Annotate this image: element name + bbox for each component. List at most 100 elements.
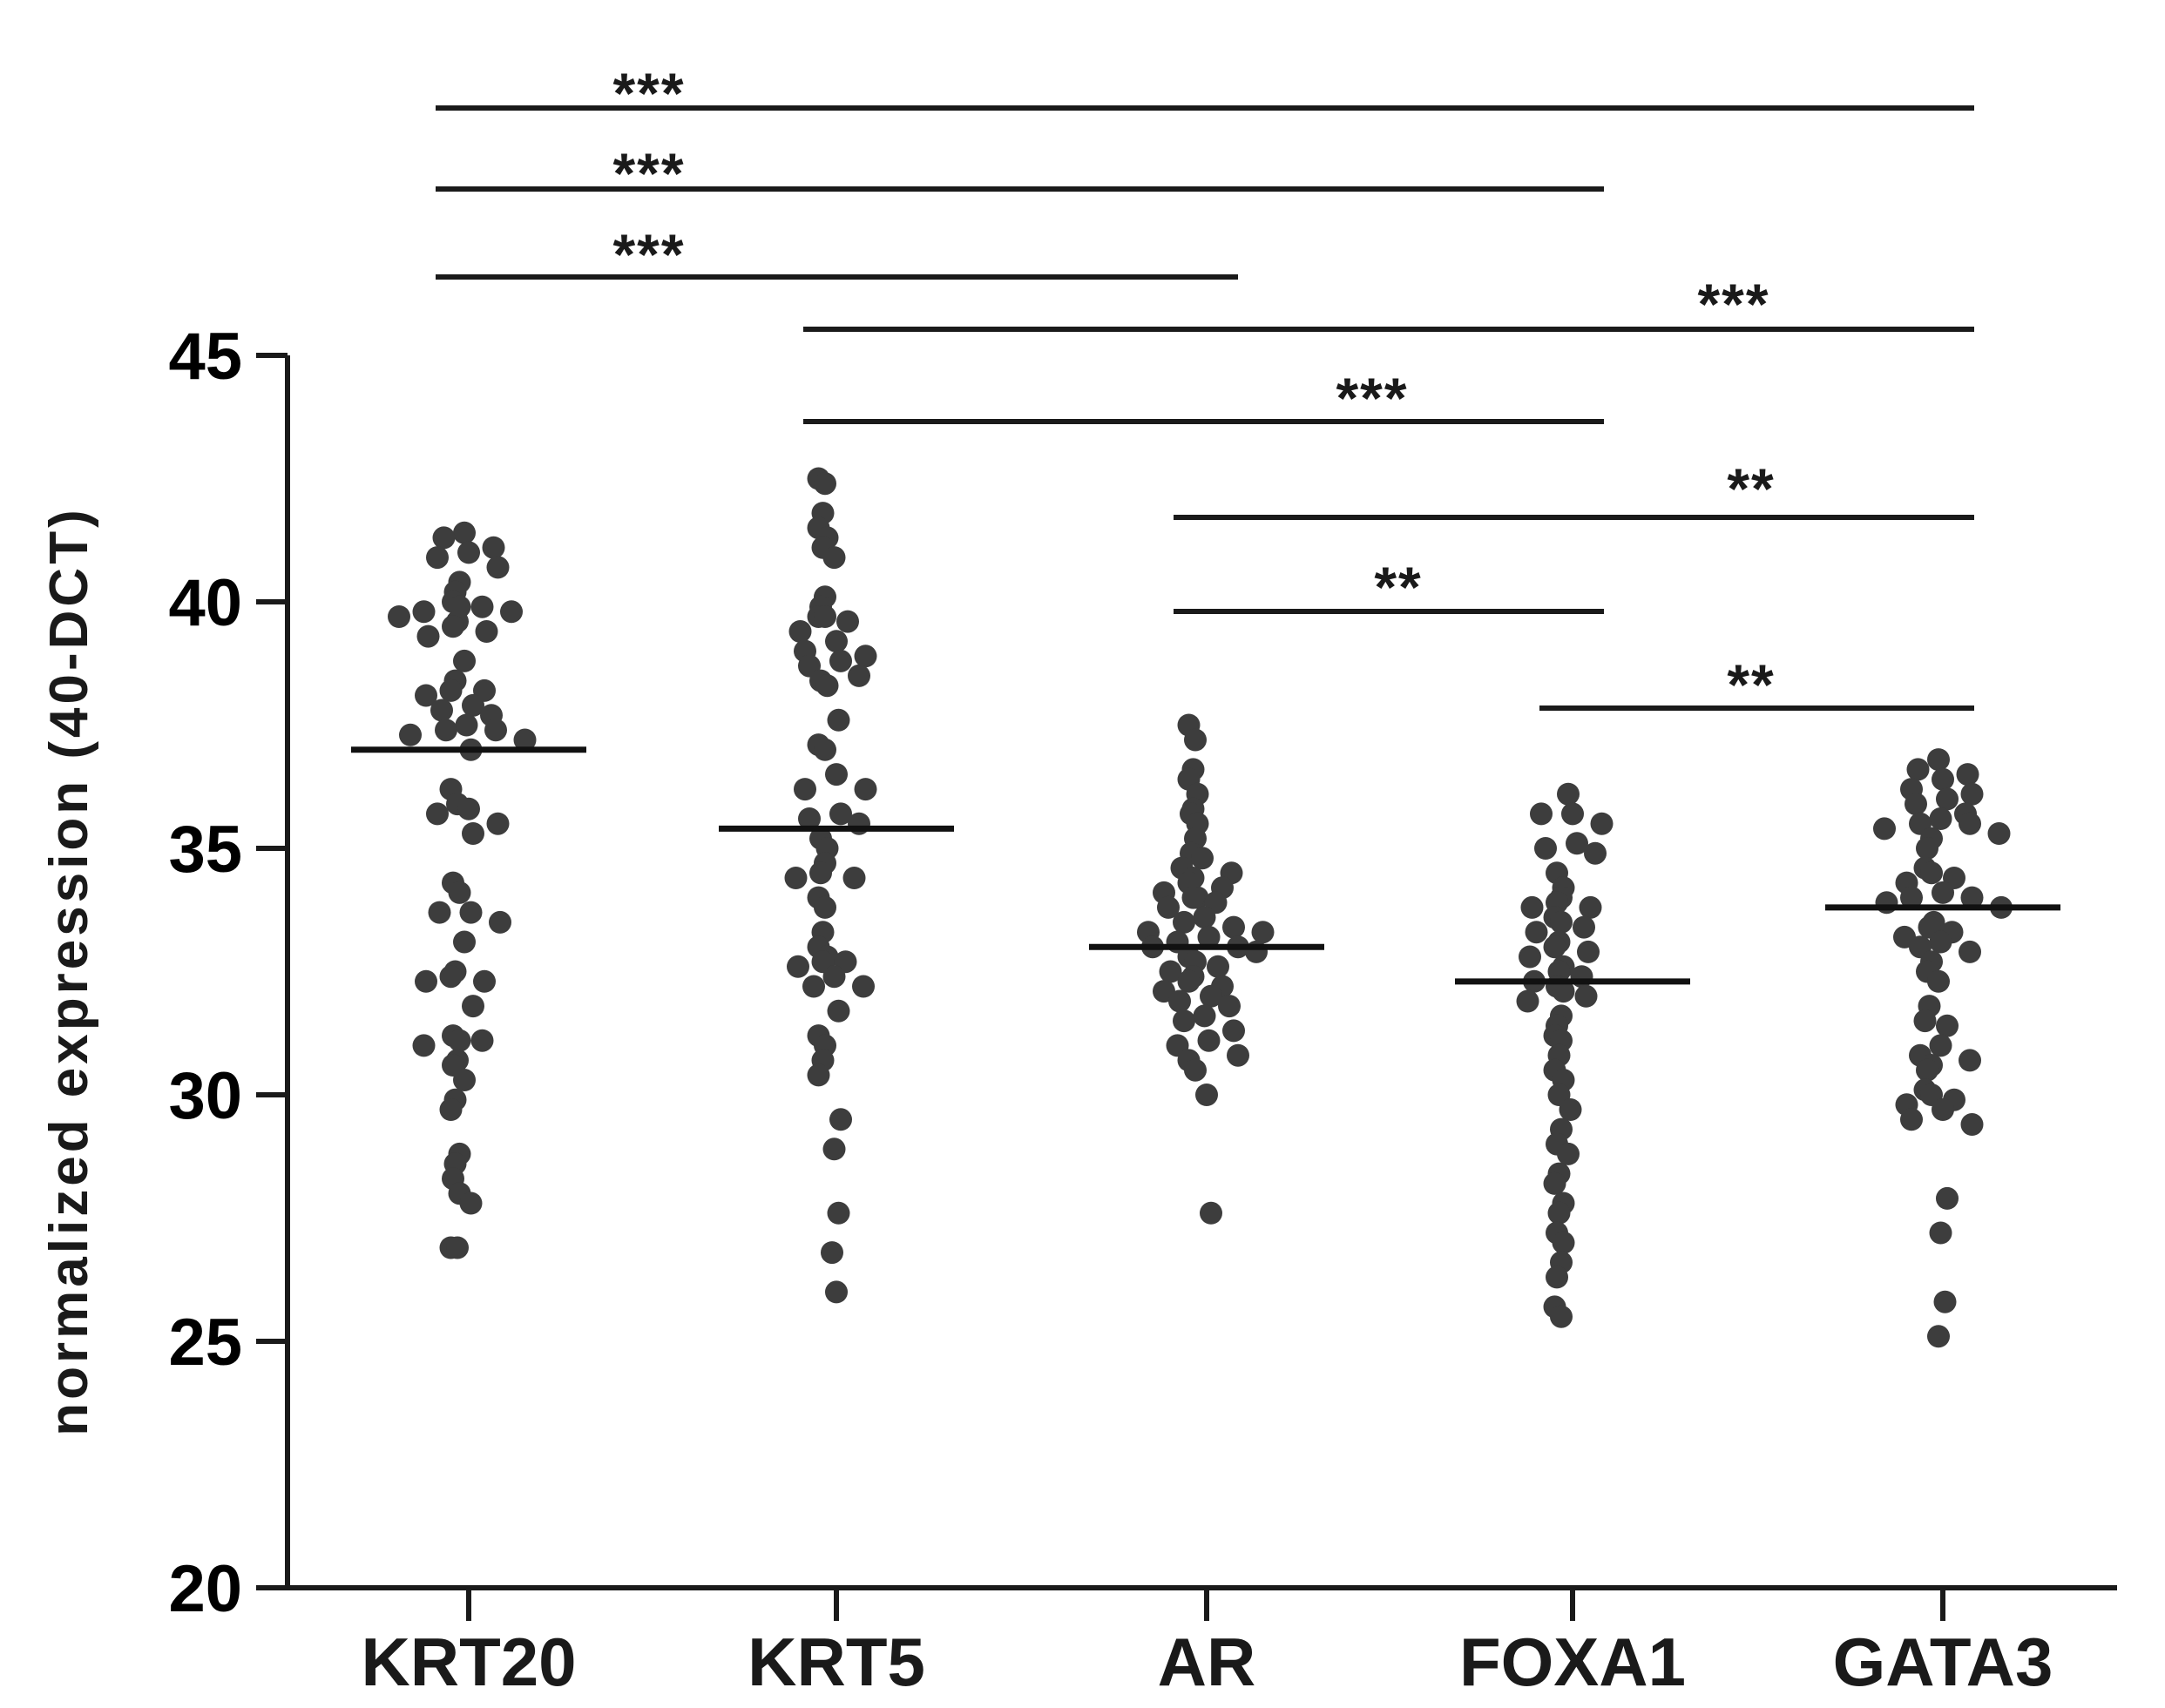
data-point [1159, 960, 1182, 983]
y-tick-label: 45 [168, 320, 242, 394]
data-point [1913, 1009, 1937, 1033]
data-point [462, 693, 484, 717]
data-point [814, 605, 836, 628]
data-point [1929, 1221, 1952, 1245]
data-point [1936, 787, 1959, 811]
data-point [399, 723, 422, 746]
data-point [453, 1069, 476, 1091]
data-point [1929, 1034, 1952, 1057]
data-point [1927, 748, 1950, 772]
data-point [1900, 886, 1923, 909]
data-point [1251, 921, 1275, 944]
data-point [1559, 1098, 1582, 1121]
data-point [1547, 1201, 1571, 1225]
data-point [1525, 921, 1548, 944]
y-tick-label: 20 [168, 1552, 242, 1626]
data-point [822, 1138, 846, 1161]
data-point [1936, 1186, 1959, 1210]
data-point [439, 678, 463, 702]
data-point [827, 708, 850, 732]
y-tick-label: 40 [168, 566, 242, 640]
data-point [415, 684, 437, 707]
data-point [1222, 915, 1245, 939]
data-point [1929, 807, 1952, 830]
significance-label: ** [1727, 652, 1775, 717]
data-point [827, 1201, 850, 1225]
data-points [388, 467, 2013, 1348]
data-point [1168, 989, 1191, 1013]
data-point [1543, 935, 1566, 959]
data-point [459, 1192, 483, 1215]
data-point [1960, 782, 1984, 806]
data-point [1184, 728, 1207, 752]
data-point [798, 807, 821, 830]
data-point [432, 526, 456, 550]
data-point [513, 728, 537, 752]
data-point [1193, 1004, 1216, 1028]
axes [285, 355, 2117, 1590]
median-lines [351, 746, 2060, 985]
y-tick-label: 30 [168, 1059, 242, 1133]
data-point [1520, 895, 1544, 919]
data-point [457, 797, 480, 820]
data-point [453, 930, 476, 954]
data-point [814, 895, 836, 919]
data-point [807, 1063, 830, 1087]
data-point [473, 969, 496, 993]
data-point [1960, 1113, 1984, 1136]
data-point [1561, 802, 1584, 826]
data-point [829, 802, 852, 826]
data-point [1197, 925, 1221, 949]
significance-label: ** [1727, 456, 1775, 521]
data-point [794, 778, 816, 801]
data-point [430, 699, 453, 722]
significance-label: *** [1336, 366, 1408, 430]
significance-label: ** [1374, 555, 1422, 619]
data-point [412, 1034, 436, 1057]
data-point [815, 674, 839, 698]
data-point [1566, 832, 1588, 855]
data-point [1959, 812, 1981, 835]
data-point [482, 536, 505, 559]
significance-brackets: ********************* [436, 61, 1974, 717]
y-tick-label: 35 [168, 813, 242, 887]
data-point [1530, 802, 1553, 826]
data-point [415, 969, 437, 993]
data-point [1959, 1049, 1981, 1072]
data-point [825, 763, 848, 786]
data-point [435, 719, 457, 742]
data-point [787, 955, 809, 978]
data-point [486, 556, 510, 579]
data-point [848, 664, 870, 687]
data-point [814, 472, 836, 496]
data-point [1932, 881, 1954, 904]
data-point [1900, 1108, 1923, 1131]
data-point [829, 1108, 852, 1131]
data-point [1157, 895, 1180, 919]
data-point [470, 595, 494, 618]
data-point [388, 605, 410, 628]
data-point [484, 719, 507, 742]
data-point [1173, 910, 1195, 934]
data-point [1543, 1171, 1566, 1195]
data-point [1191, 847, 1214, 870]
x-ticks: KRT20 KRT5 AR FOXA1 GATA3 [361, 1588, 2053, 1700]
data-point [1932, 767, 1954, 791]
y-tick-label: 25 [168, 1306, 242, 1380]
data-point [1207, 955, 1229, 978]
data-point [453, 649, 476, 672]
data-point [439, 1098, 463, 1121]
data-point [1218, 995, 1241, 1018]
data-point [1932, 1098, 1954, 1121]
significance-label: *** [1697, 272, 1769, 336]
x-category-label: AR [1158, 1624, 1256, 1700]
data-point [1929, 930, 1952, 954]
data-point [1959, 940, 1981, 963]
data-point [788, 620, 812, 643]
data-point [448, 1029, 471, 1052]
data-point [1193, 906, 1216, 929]
data-point [1574, 984, 1598, 1008]
data-point [1197, 1029, 1221, 1052]
data-point [446, 1236, 469, 1259]
data-point [1987, 822, 2011, 845]
